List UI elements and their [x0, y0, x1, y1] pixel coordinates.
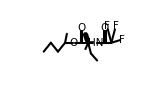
Text: F: F	[104, 21, 110, 31]
Text: F: F	[119, 35, 125, 45]
Text: HN: HN	[88, 38, 103, 48]
Text: O: O	[101, 23, 109, 33]
Text: O: O	[69, 38, 77, 48]
Text: F: F	[113, 21, 119, 31]
Text: O: O	[78, 23, 86, 33]
